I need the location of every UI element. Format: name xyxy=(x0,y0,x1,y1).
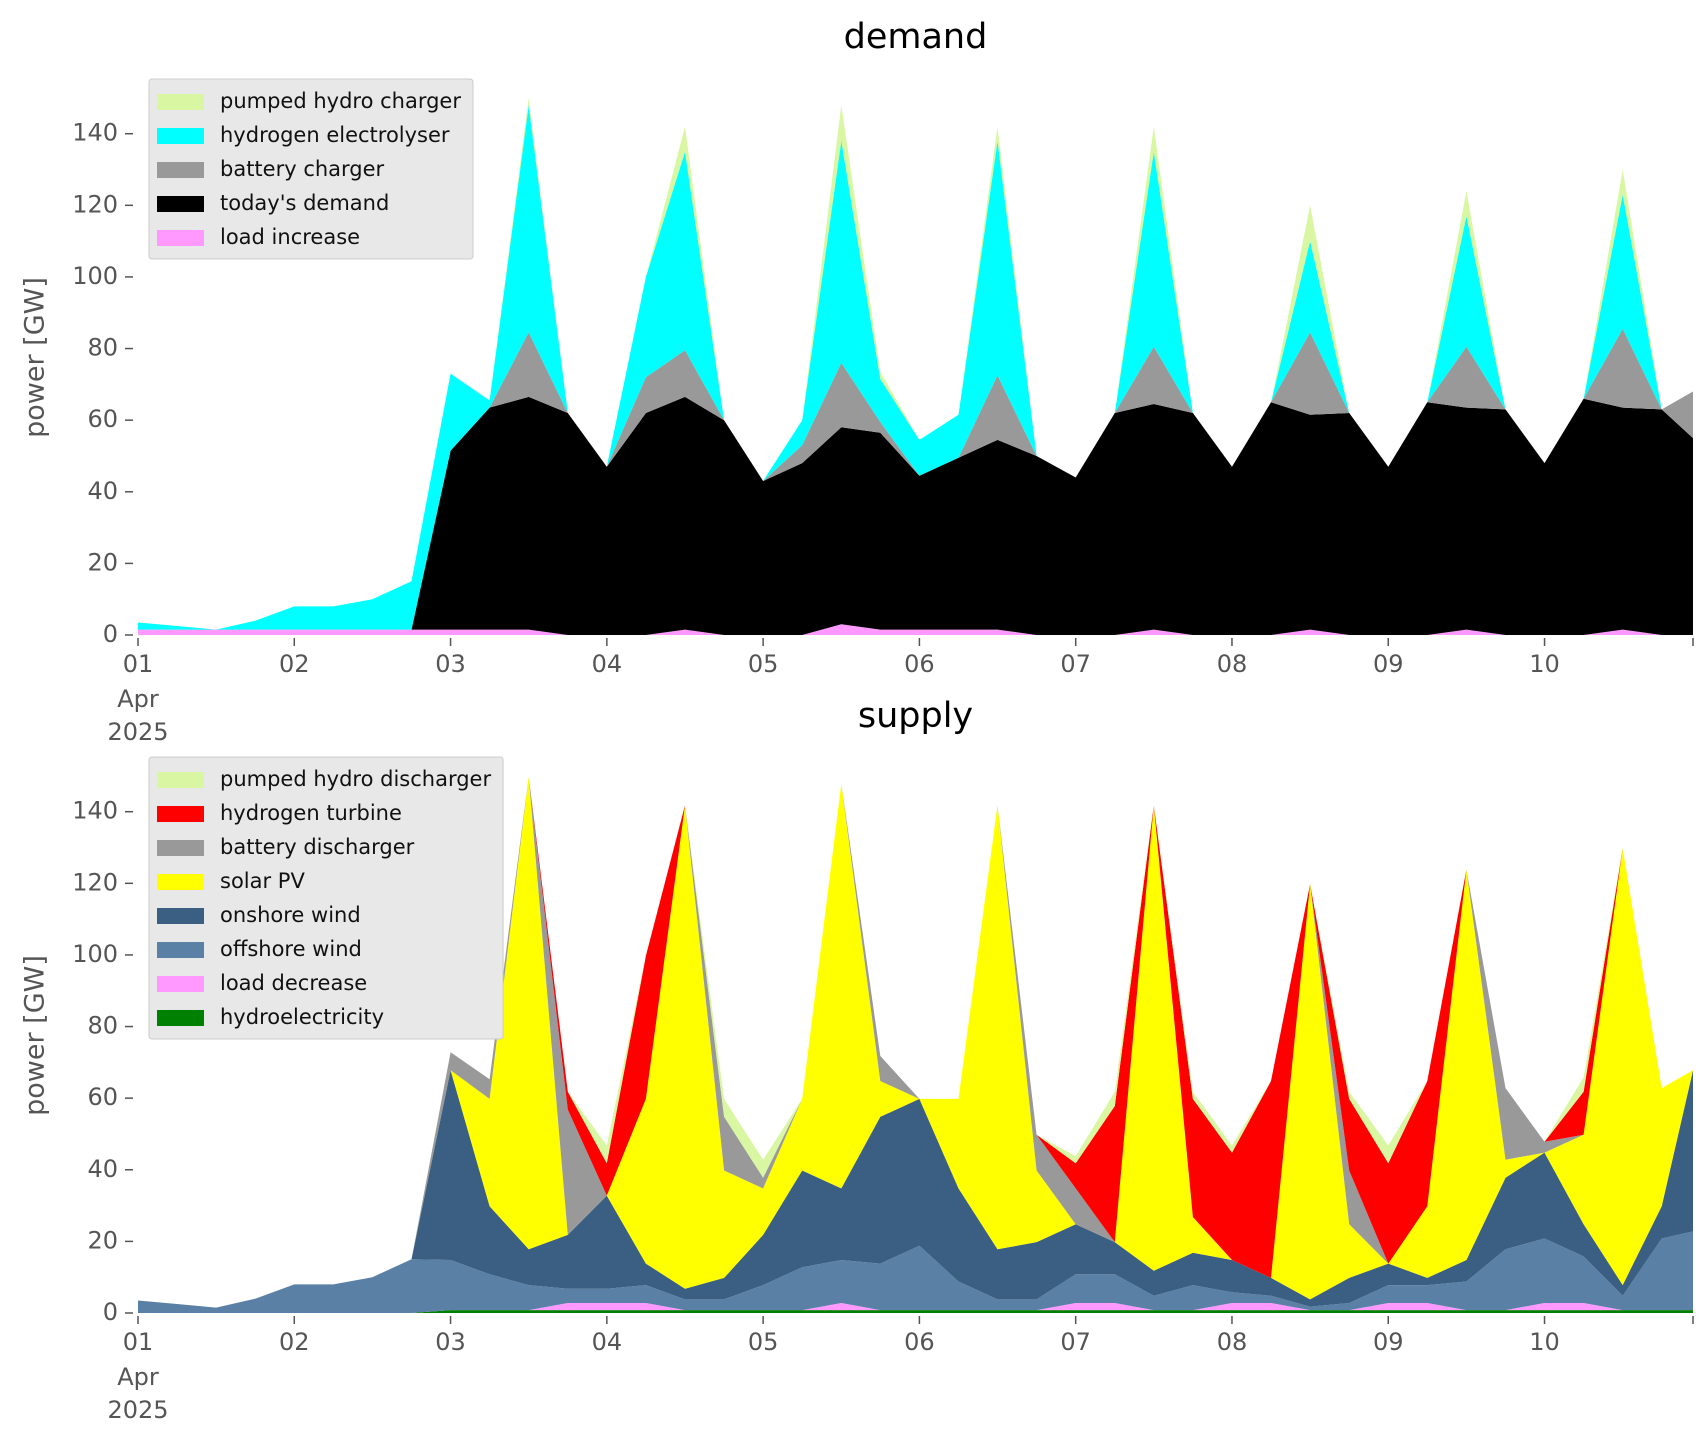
legend-swatch xyxy=(157,128,204,144)
legend-swatch xyxy=(157,908,204,924)
y-tick-label: 120 xyxy=(72,868,118,896)
y-axis-label: power [GW] xyxy=(20,955,51,1116)
x-tick-label: 03 xyxy=(435,1328,466,1356)
legend-label: battery discharger xyxy=(220,835,415,859)
chart-title: demand xyxy=(844,17,988,57)
area xyxy=(138,328,1693,630)
x-tick-label: 02 xyxy=(279,1328,310,1356)
area xyxy=(138,1070,1693,1308)
area xyxy=(138,1303,1693,1313)
area xyxy=(138,1310,1693,1313)
legend-label: onshore wind xyxy=(220,903,361,927)
legend-swatch xyxy=(157,942,204,958)
legend: pumped hydro discharger hydrogen turbine b… xyxy=(148,756,504,1040)
legend-swatch xyxy=(157,840,204,856)
x-tick-label: 04 xyxy=(592,650,623,678)
legend-swatch xyxy=(157,1010,204,1026)
x-tick-label: 06 xyxy=(904,1328,935,1356)
legend-swatch xyxy=(157,230,204,246)
x-tick-label: 05 xyxy=(748,1328,779,1356)
y-tick-label: 0 xyxy=(103,620,118,648)
legend-label: hydrogen electrolyser xyxy=(220,123,450,147)
x-tick-sublabel: Apr xyxy=(117,685,159,713)
x-tick-label: 04 xyxy=(592,1328,623,1356)
y-tick-label: 20 xyxy=(87,1226,118,1254)
x-tick-label: 09 xyxy=(1373,650,1404,678)
legend-label: load decrease xyxy=(220,971,367,995)
y-tick-label: 40 xyxy=(87,1155,118,1183)
legend-label: hydrogen turbine xyxy=(220,801,402,825)
legend-label: load increase xyxy=(220,225,360,249)
legend-swatch xyxy=(157,874,204,890)
x-tick-sublabel: 2025 xyxy=(107,718,168,746)
y-tick-label: 80 xyxy=(87,1012,118,1040)
y-tick-label: 140 xyxy=(72,119,118,147)
legend-label: battery charger xyxy=(220,157,385,181)
x-tick-sublabel: 2025 xyxy=(107,1396,168,1424)
x-tick-label: 05 xyxy=(748,650,779,678)
legend-label: solar PV xyxy=(220,869,305,893)
legend-label: pumped hydro discharger xyxy=(220,767,491,791)
legend-swatch xyxy=(157,162,204,178)
y-tick-label: 60 xyxy=(87,405,118,433)
y-tick-label: 20 xyxy=(87,548,118,576)
x-tick-label: 08 xyxy=(1217,1328,1248,1356)
area xyxy=(138,396,1693,635)
x-tick-label: 07 xyxy=(1060,650,1091,678)
legend-swatch xyxy=(157,196,204,212)
chart-title: supply xyxy=(858,696,973,736)
x-tick-sublabel: Apr xyxy=(117,1363,159,1391)
legend: pumped hydro charger hydrogen electrolyse… xyxy=(148,78,474,260)
x-tick-label: 10 xyxy=(1529,650,1560,678)
y-axis-label: power [GW] xyxy=(20,277,51,438)
area xyxy=(138,105,1693,630)
x-tick-label: 01 xyxy=(123,1328,154,1356)
area xyxy=(138,1231,1693,1313)
legend-box xyxy=(148,78,474,260)
x-tick-label: 01 xyxy=(123,650,154,678)
legend-box xyxy=(148,756,504,1040)
x-tick-label: 08 xyxy=(1217,650,1248,678)
x-tick-label: 02 xyxy=(279,650,310,678)
legend-swatch xyxy=(157,976,204,992)
x-tick-label: 07 xyxy=(1060,1328,1091,1356)
x-tick-label: 03 xyxy=(435,650,466,678)
legend-label: hydroelectricity xyxy=(220,1005,384,1029)
x-tick-label: 09 xyxy=(1373,1328,1404,1356)
y-tick-label: 100 xyxy=(72,262,118,290)
y-tick-label: 120 xyxy=(72,190,118,218)
x-tick-label: 10 xyxy=(1529,1328,1560,1356)
y-tick-label: 80 xyxy=(87,334,118,362)
legend-label: pumped hydro charger xyxy=(220,89,461,113)
y-tick-label: 100 xyxy=(72,940,118,968)
legend-swatch xyxy=(157,94,204,110)
y-tick-label: 60 xyxy=(87,1083,118,1111)
y-tick-label: 40 xyxy=(87,477,118,505)
legend-swatch xyxy=(157,806,204,822)
y-tick-label: 140 xyxy=(72,797,118,825)
area xyxy=(138,624,1693,635)
legend-label: today's demand xyxy=(220,191,389,215)
legend-label: offshore wind xyxy=(220,937,362,961)
area xyxy=(138,776,1693,1308)
x-tick-label: 06 xyxy=(904,650,935,678)
y-tick-label: 0 xyxy=(103,1298,118,1326)
legend-swatch xyxy=(157,772,204,788)
